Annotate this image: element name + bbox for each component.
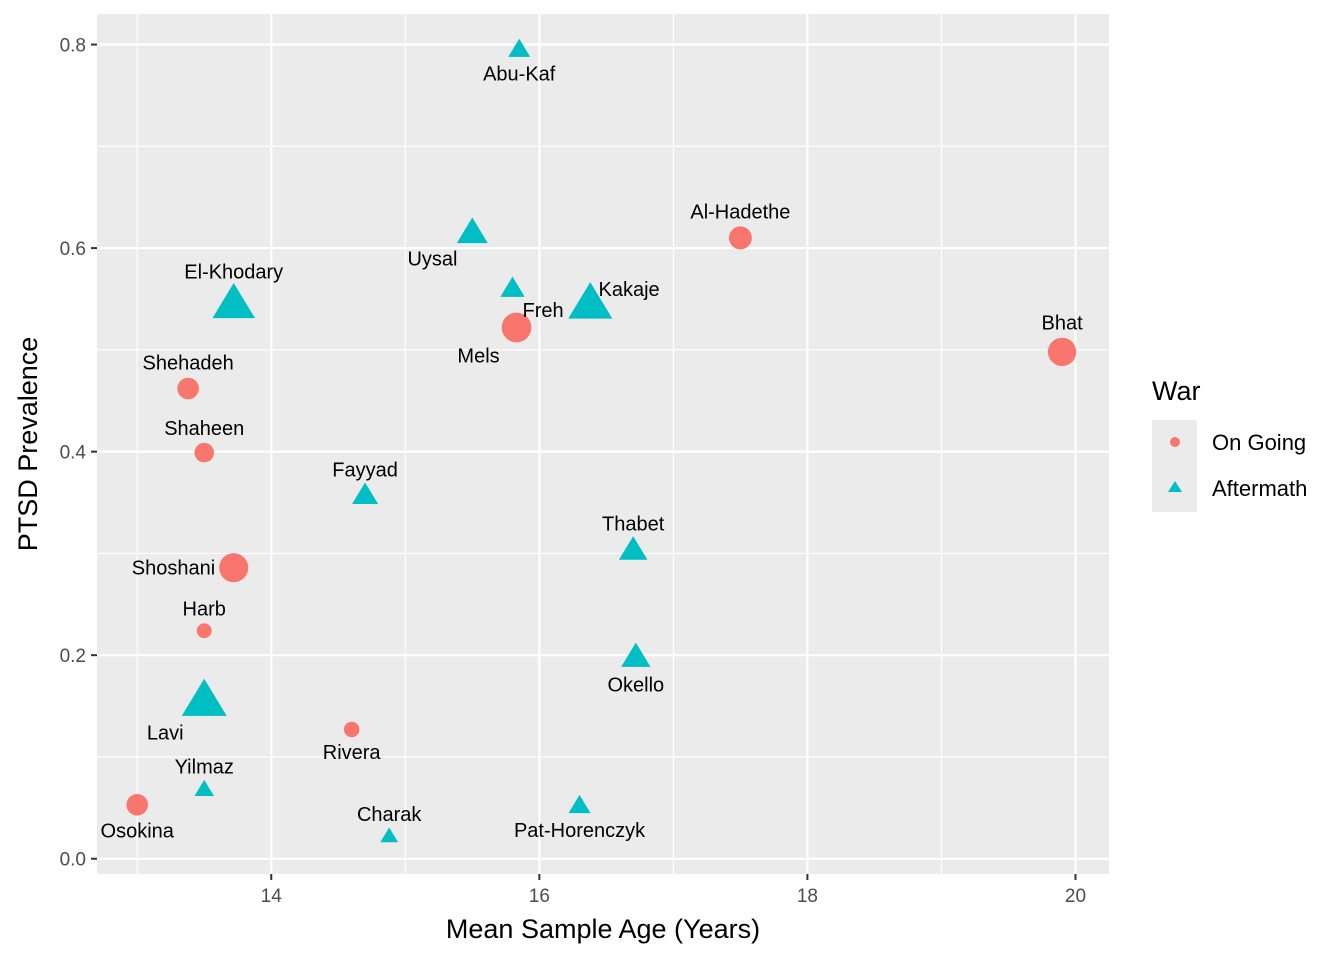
- point-label-bhat: Bhat: [1042, 313, 1084, 335]
- point-label-pat-horenczyk: Pat-Horenczyk: [514, 820, 646, 842]
- point-harb: [196, 623, 212, 639]
- point-shehadeh: [177, 377, 199, 400]
- legend-label-on-going: On Going: [1212, 430, 1306, 455]
- y-tick-label: 0.2: [60, 646, 86, 667]
- point-yilmaz: [194, 779, 214, 796]
- major-gridlines: [97, 14, 1109, 874]
- y-axis: 0.0 0.2 0.4 0.6 0.8: [60, 36, 97, 871]
- x-axis: 14 16 18 20: [261, 874, 1086, 907]
- point-label-shaheen: Shaheen: [164, 418, 244, 440]
- point-label-al-hadethe: Al-Hadethe: [690, 201, 790, 223]
- point-mels: [501, 312, 532, 343]
- y-tick-label: 0.6: [60, 239, 86, 260]
- point-label-osokina: Osokina: [101, 821, 175, 843]
- legend-title: War: [1152, 376, 1201, 406]
- point-lavi: [181, 678, 227, 716]
- point-rivera: [343, 721, 360, 738]
- point-osokina: [126, 793, 149, 816]
- point-kakaje: [568, 282, 613, 319]
- y-tick-label: 0.8: [60, 36, 86, 57]
- point-el-khodary: [212, 282, 255, 319]
- point-label-fayyad: Fayyad: [332, 460, 398, 482]
- point-label-shehadeh: Shehadeh: [143, 353, 234, 375]
- point-pat-horenczyk: [568, 794, 591, 814]
- point-fayyad: [352, 482, 379, 505]
- plot-panel: [97, 14, 1109, 874]
- point-labels: Abu-Kaf Al-Hadethe Uysal Freh Kakaje Mels El-K…: [101, 64, 1084, 843]
- point-label-shoshani: Shoshani: [132, 558, 215, 580]
- legend-key-circle: [1170, 437, 1180, 447]
- point-label-charak: Charak: [357, 804, 422, 826]
- point-freh: [500, 276, 525, 297]
- y-tick-label: 0.4: [60, 443, 87, 464]
- legend-label-aftermath: Aftermath: [1212, 476, 1307, 501]
- y-tick-label: 0.0: [60, 850, 86, 871]
- point-label-yilmaz: Yilmaz: [175, 756, 234, 778]
- point-label-freh: Freh: [523, 300, 564, 322]
- point-al-hadethe: [728, 226, 752, 250]
- point-okello: [621, 642, 651, 667]
- data-points: [126, 38, 1077, 843]
- x-tick-label: 14: [261, 886, 283, 907]
- point-label-harb: Harb: [183, 598, 226, 620]
- point-label-kakaje: Kakaje: [599, 279, 660, 301]
- point-label-okello: Okello: [607, 674, 664, 696]
- point-thabet: [618, 536, 648, 560]
- point-shaheen: [194, 442, 215, 463]
- point-charak: [380, 827, 399, 843]
- legend: War On Going Aftermath: [1152, 376, 1307, 512]
- x-tick-label: 20: [1065, 886, 1086, 907]
- point-label-el-khodary: El-Khodary: [184, 261, 283, 283]
- point-label-lavi: Lavi: [147, 723, 184, 745]
- point-abu-kaf: [508, 38, 531, 57]
- legend-key-triangle: [1168, 481, 1182, 492]
- legend-key-background: [1152, 420, 1197, 512]
- x-tick-label: 16: [529, 886, 550, 907]
- x-tick-label: 18: [797, 886, 818, 907]
- point-label-rivera: Rivera: [323, 742, 382, 764]
- point-label-mels: Mels: [457, 345, 499, 367]
- point-uysal: [456, 217, 488, 244]
- minor-gridlines: [97, 14, 1109, 874]
- point-label-abu-kaf: Abu-Kaf: [483, 64, 556, 86]
- point-shoshani: [219, 553, 249, 583]
- point-bhat: [1047, 337, 1077, 367]
- x-axis-title: Mean Sample Age (Years): [446, 914, 760, 944]
- y-axis-title: PTSD Prevalence: [13, 337, 43, 552]
- point-label-thabet: Thabet: [602, 514, 665, 536]
- point-label-uysal: Uysal: [407, 249, 457, 271]
